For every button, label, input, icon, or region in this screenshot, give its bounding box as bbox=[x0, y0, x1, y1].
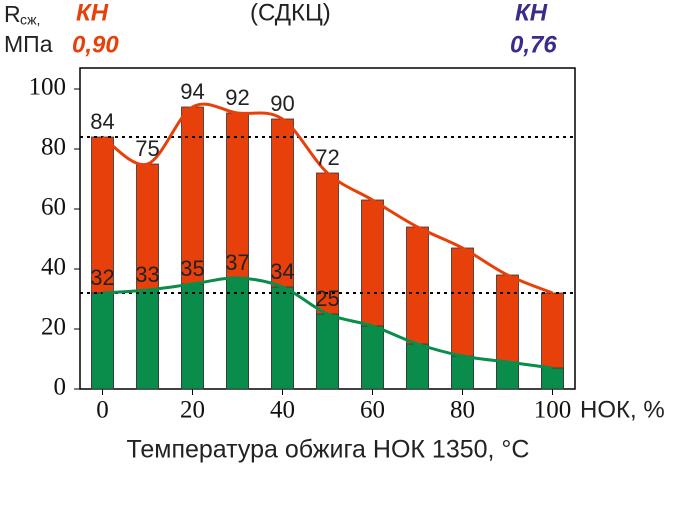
y-tick-label: 60 bbox=[41, 194, 66, 221]
y-tick-label: 80 bbox=[41, 134, 66, 161]
trend-line bbox=[101, 102, 554, 295]
x-unit: НОК, % bbox=[580, 396, 665, 423]
x-tick-label: 40 bbox=[270, 397, 295, 424]
x-tick-label: 60 bbox=[360, 397, 385, 424]
y-tick-label: 20 bbox=[41, 314, 66, 341]
bar bbox=[496, 361, 519, 390]
trend-line bbox=[102, 276, 553, 370]
kh-left: КН bbox=[76, 0, 109, 26]
x-tick-label: 100 bbox=[534, 397, 572, 424]
data-label: 90 bbox=[270, 91, 294, 116]
x-axis-title: Температура обжига НОК 1350, °C bbox=[127, 436, 530, 464]
data-label: 25 bbox=[315, 286, 339, 311]
bar bbox=[226, 277, 249, 390]
y-tick-label: 100 bbox=[29, 74, 67, 101]
data-label: 94 bbox=[180, 79, 204, 104]
kh-right: КН bbox=[515, 0, 548, 26]
data-label: 75 bbox=[135, 136, 159, 161]
bar bbox=[91, 292, 114, 390]
bar bbox=[181, 283, 204, 390]
data-label: 37 bbox=[225, 250, 249, 275]
data-label: 84 bbox=[90, 109, 114, 134]
r-subscript: сж, bbox=[20, 12, 40, 28]
center-label: (СДКЦ) bbox=[250, 0, 331, 26]
data-label: 35 bbox=[180, 256, 204, 281]
x-tick-label: 0 bbox=[96, 397, 109, 424]
y-tick-label: 40 bbox=[41, 254, 66, 281]
y-tick-label: 0 bbox=[54, 374, 67, 401]
data-label: 32 bbox=[90, 265, 114, 290]
bar bbox=[451, 355, 474, 390]
bar bbox=[136, 289, 159, 390]
bar bbox=[406, 343, 429, 390]
bar bbox=[541, 367, 564, 390]
kh-left-value: 0,90 bbox=[72, 31, 119, 58]
r-symbol: R bbox=[4, 1, 21, 27]
data-label: 92 bbox=[225, 85, 249, 110]
bar bbox=[271, 286, 294, 390]
bar bbox=[316, 313, 339, 390]
bar bbox=[361, 325, 384, 390]
x-tick-label: 80 bbox=[450, 397, 475, 424]
data-label: 33 bbox=[135, 262, 159, 287]
data-label: 72 bbox=[315, 145, 339, 170]
data-label: 34 bbox=[270, 259, 294, 284]
x-tick-label: 20 bbox=[180, 397, 205, 424]
unit: МПа bbox=[4, 31, 53, 57]
kh-right-value: 0,76 bbox=[510, 31, 557, 58]
